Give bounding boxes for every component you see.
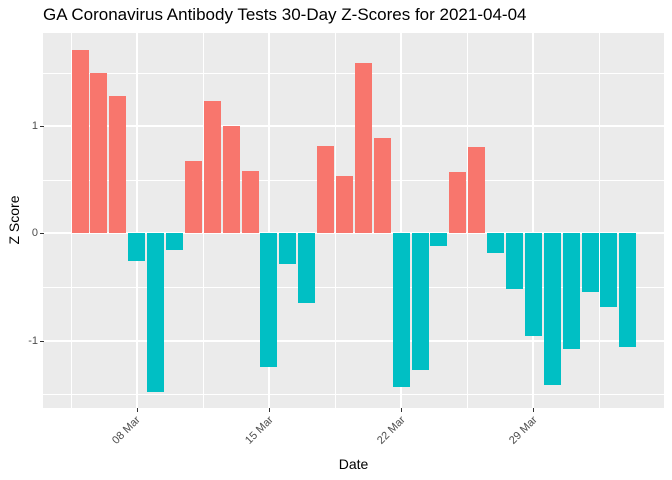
bar-2021-04-03 xyxy=(619,233,637,347)
x-tick-label: 15 Mar xyxy=(242,414,276,447)
gridline-horizontal xyxy=(43,394,664,396)
x-tick-mark xyxy=(268,408,270,412)
x-tick-mark xyxy=(136,408,138,412)
y-tick-label: -1 xyxy=(28,334,38,347)
gridline-vertical xyxy=(400,33,403,408)
bar-2021-03-11 xyxy=(184,160,202,234)
gridline-horizontal xyxy=(43,72,664,74)
x-tick-mark xyxy=(533,408,535,412)
y-tick-mark xyxy=(40,126,44,128)
bar-2021-03-08 xyxy=(128,233,146,262)
bar-2021-03-21 xyxy=(373,138,391,234)
bar-2021-03-06 xyxy=(90,72,108,234)
bar-2021-03-18 xyxy=(317,145,335,234)
x-tick-label: 08 Mar xyxy=(110,414,144,447)
bar-2021-03-14 xyxy=(241,171,259,234)
x-tick-mark xyxy=(401,408,403,412)
bar-2021-03-29 xyxy=(524,233,542,337)
y-tick-mark xyxy=(40,233,44,235)
x-tick-label: 29 Mar xyxy=(507,414,540,447)
bar-2021-03-09 xyxy=(147,233,165,392)
bar-2021-03-10 xyxy=(165,233,183,251)
bar-2021-03-27 xyxy=(487,233,505,253)
bar-2021-03-25 xyxy=(449,172,467,234)
bar-2021-03-19 xyxy=(335,175,353,234)
plot-panel xyxy=(43,33,664,408)
bar-2021-03-15 xyxy=(260,233,278,368)
gridline-vertical xyxy=(335,33,336,408)
bar-2021-03-28 xyxy=(505,233,523,290)
gridline-horizontal xyxy=(43,339,664,342)
gridline-vertical xyxy=(267,33,270,408)
gridline-vertical xyxy=(467,33,469,408)
bar-2021-03-16 xyxy=(279,233,297,265)
gridline-horizontal xyxy=(43,179,664,181)
bar-2021-03-07 xyxy=(109,96,127,234)
bar-2021-03-23 xyxy=(411,233,429,371)
bar-2021-03-31 xyxy=(562,233,580,350)
bar-2021-03-30 xyxy=(543,233,561,386)
x-axis-title: Date xyxy=(338,456,369,472)
bar-2021-03-17 xyxy=(298,233,316,303)
gridline-vertical xyxy=(532,33,535,408)
gridline-vertical xyxy=(70,33,72,408)
bar-2021-03-05 xyxy=(71,50,89,234)
y-tick-label: 1 xyxy=(31,120,38,133)
y-tick-mark xyxy=(40,340,44,342)
gridline-vertical xyxy=(599,33,601,408)
bar-2021-03-13 xyxy=(222,126,240,234)
gridline-horizontal xyxy=(43,232,664,235)
bar-2021-03-26 xyxy=(468,146,486,234)
bar-2021-04-02 xyxy=(600,233,618,308)
gridline-horizontal xyxy=(43,286,664,288)
chart-title: GA Coronavirus Antibody Tests 30-Day Z-S… xyxy=(43,5,527,24)
gridline-horizontal xyxy=(43,125,664,128)
bar-2021-04-01 xyxy=(581,233,599,293)
gridline-vertical xyxy=(135,33,138,408)
bar-2021-03-22 xyxy=(392,233,410,387)
y-tick-label: 0 xyxy=(31,227,38,240)
bar-2021-03-20 xyxy=(354,63,372,234)
x-tick-label: 22 Mar xyxy=(374,414,408,447)
bar-2021-03-12 xyxy=(203,100,221,234)
gridline-vertical xyxy=(202,33,204,408)
bar-2021-03-24 xyxy=(430,233,448,247)
